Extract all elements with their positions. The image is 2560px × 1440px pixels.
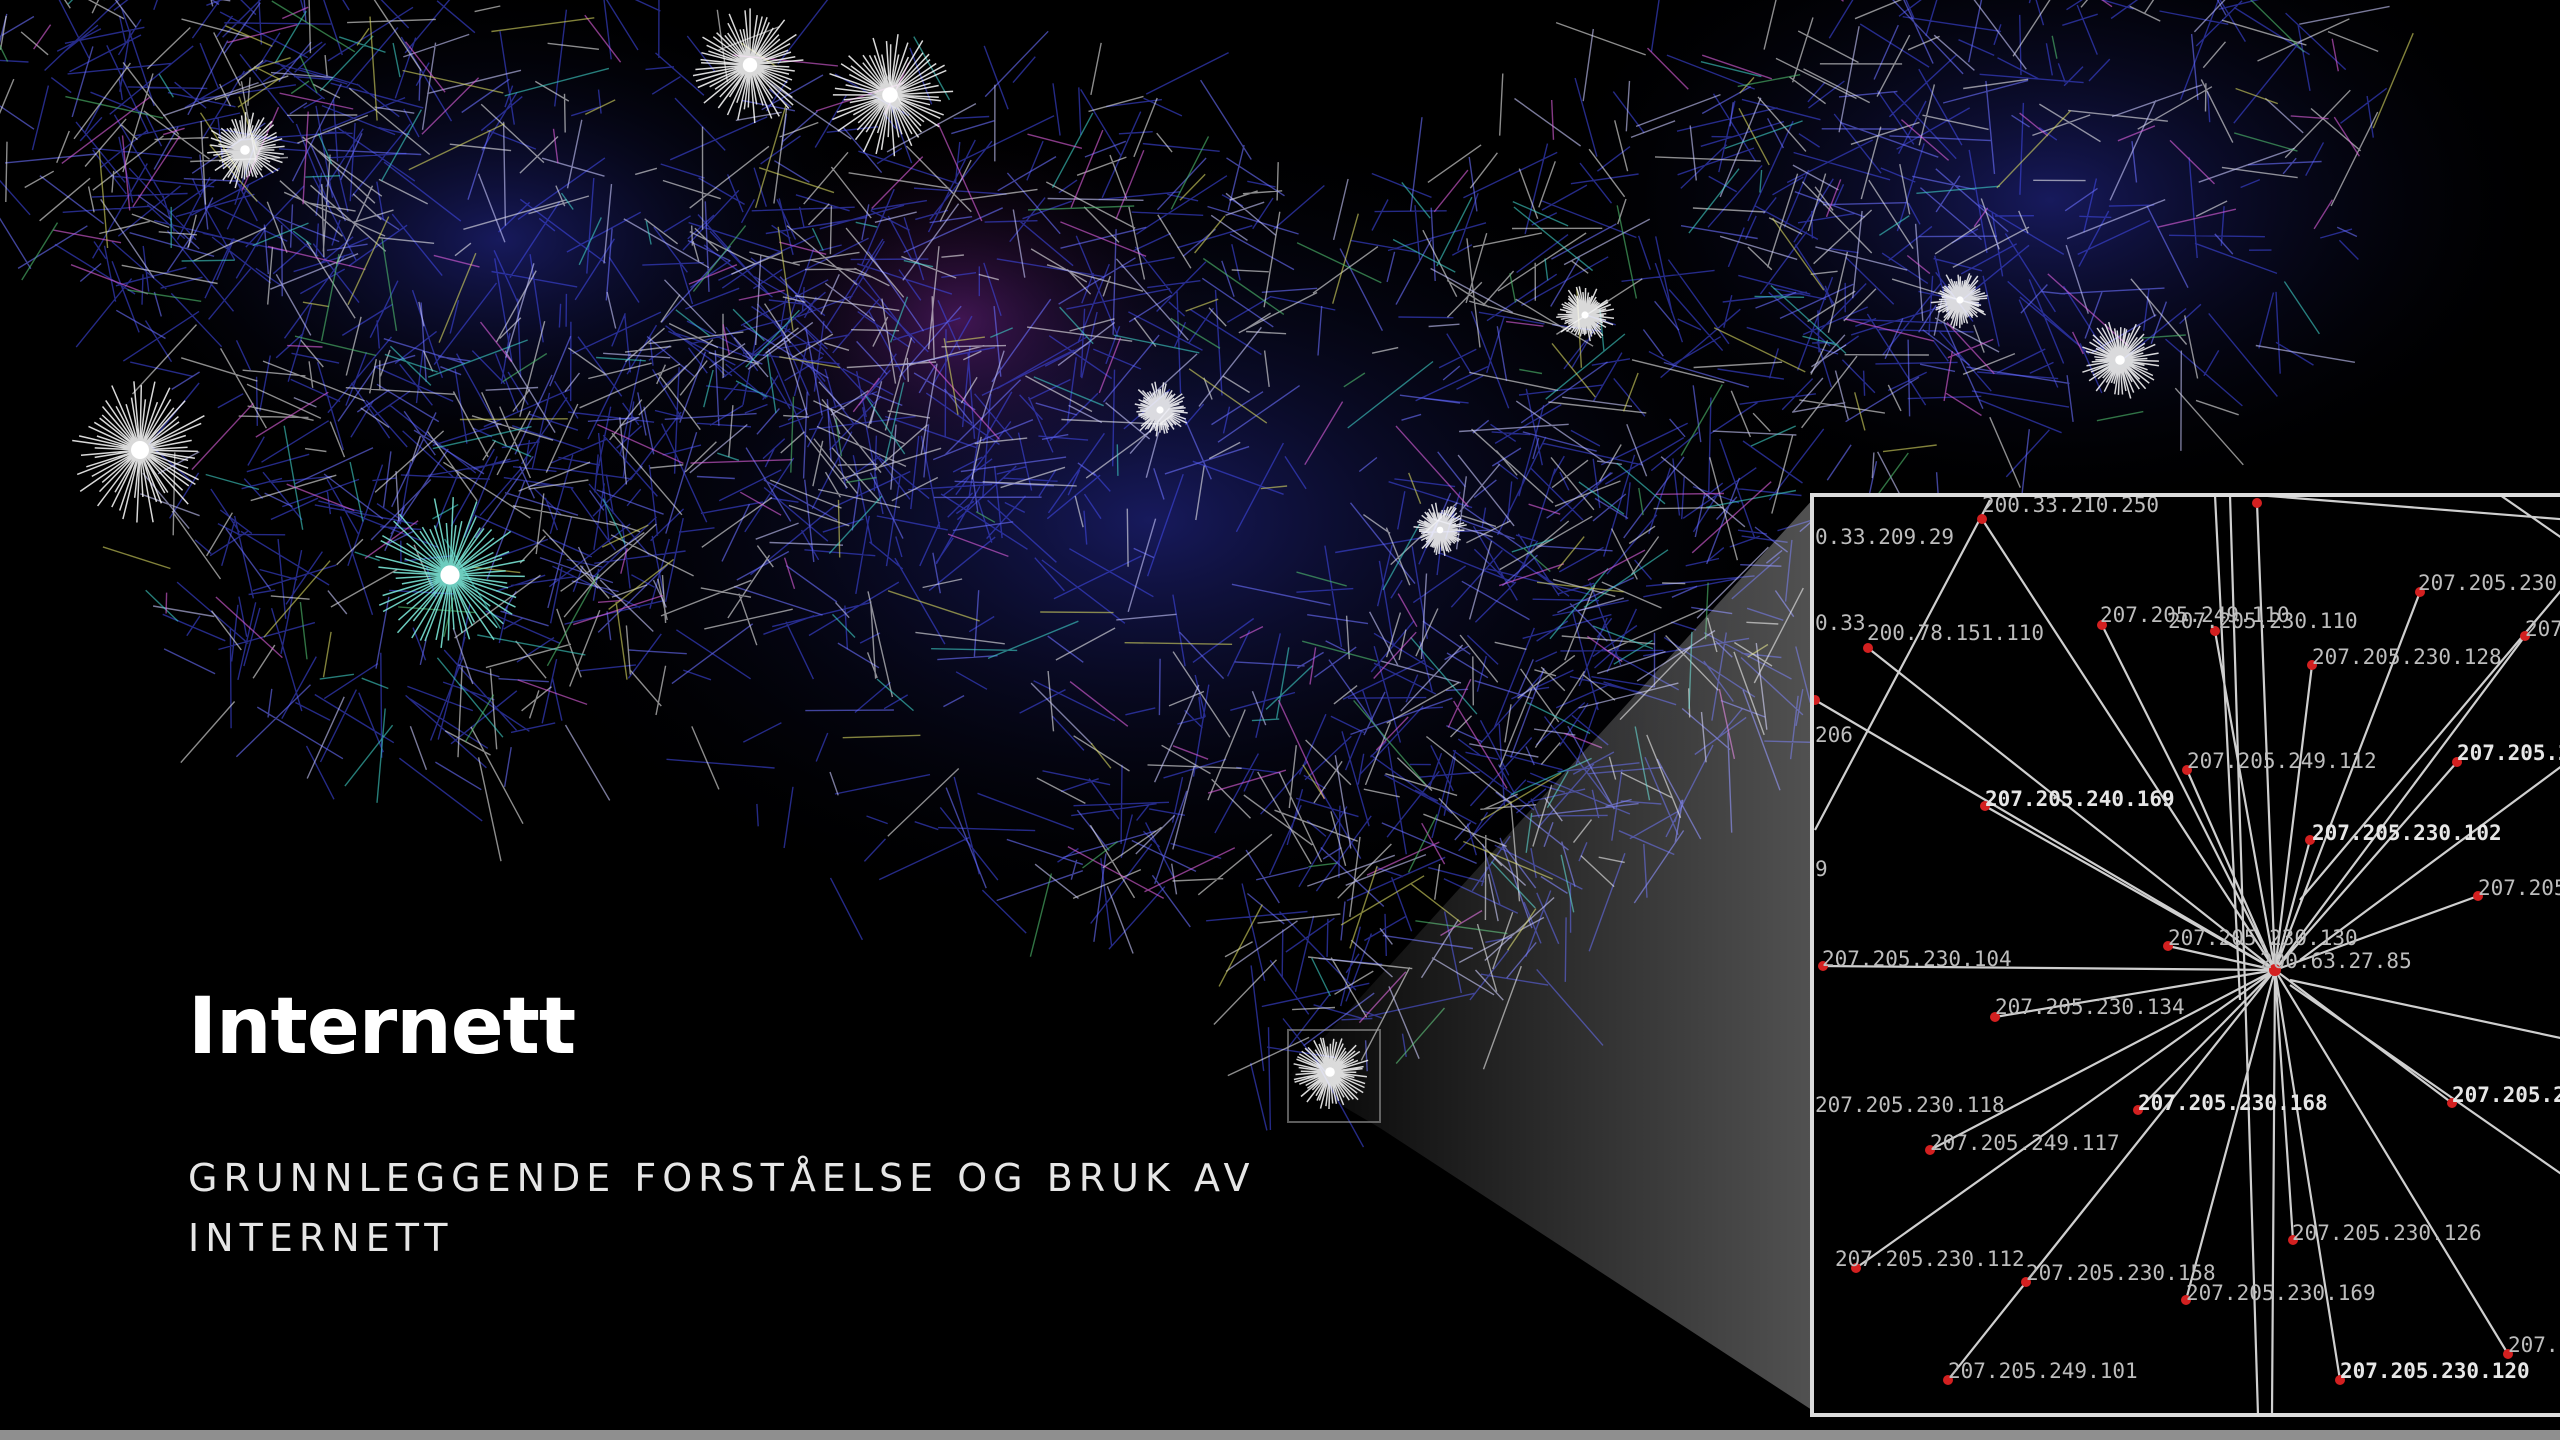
network-hub-starburst [72, 381, 205, 523]
network-hub-starburst [1930, 273, 1988, 329]
inset-node [1851, 1263, 1861, 1273]
ip-address-label: 207.2 [2508, 1333, 2560, 1357]
slide-subtitle: GRUNNLEGGENDE FORSTÅELSE OG BRUK AV INTE… [188, 1156, 1256, 1260]
network-hub-starburst [1413, 502, 1467, 556]
inset-node [2520, 631, 2530, 641]
inset-node [2447, 1098, 2457, 1108]
inset-node [1863, 643, 1873, 653]
network-line-group [100, 0, 2390, 1059]
zoom-source-box [1287, 1029, 1381, 1123]
network-hub-starburst [692, 8, 804, 124]
inset-node [2163, 941, 2173, 951]
network-line-group [98, 16, 2414, 987]
bottom-bar [0, 1430, 2560, 1440]
ip-address-label: 207.205.230.104 [1822, 947, 2012, 971]
inset-node [2097, 620, 2107, 630]
network-hubs [72, 8, 2160, 1110]
ip-address-label: 200.78.151.110 [1867, 621, 2044, 645]
network-line-group [0, 0, 2388, 1148]
ip-address-label: 207.205.249.112 [2187, 749, 2377, 773]
ip-address-label: 207.205.249.117 [1930, 1131, 2120, 1155]
zoom-cone [1290, 497, 1815, 1412]
ip-address-label: 207.205.230.110 [2168, 609, 2358, 633]
inset-node [2503, 1349, 2513, 1359]
network-hub-core [131, 441, 149, 459]
ip-address-label: 207.205.230.102 [2312, 821, 2502, 845]
inset-node [2288, 1235, 2298, 1245]
ip-address-label: 207.205 [2478, 876, 2560, 900]
inset-node [2181, 1295, 2191, 1305]
network-hub-core [440, 565, 460, 585]
network-hub-core [742, 57, 758, 73]
ip-address-label: 206 [1815, 723, 1853, 747]
ip-address-label: 207.205.230.120 [2340, 1359, 2530, 1383]
inset-node [1980, 801, 1990, 811]
network-hub-starburst [1134, 381, 1188, 437]
ip-address-label: 207.205.240.169 [1985, 787, 2175, 811]
network-hub-core [2115, 355, 2125, 365]
inset-node [2415, 587, 2425, 597]
ip-address-label: 0.33.209.29 [1815, 525, 1954, 549]
ip-address-label: 0.33 [1815, 611, 1866, 635]
ip-address-label: 207.205.230.130 [2168, 926, 2358, 950]
ip-address-label: 9 [1815, 857, 1828, 881]
ip-address-label: 207.205.230.128 [2312, 645, 2502, 669]
ip-address-label: 207.205.230.168 [2138, 1091, 2328, 1115]
inset-node [2335, 1375, 2345, 1385]
network-hub-starburst [2082, 321, 2160, 399]
inset-node [2133, 1105, 2143, 1115]
ip-address-label: 207.205.230.118 [1815, 1093, 2005, 1117]
inset-node [2021, 1277, 2031, 1287]
inset-node [2473, 891, 2483, 901]
inset-node [1818, 961, 1828, 971]
inset-edge-group [1814, 493, 2560, 1416]
ip-address-label: 207.205.230.169 [2186, 1281, 2376, 1305]
inset-node [1943, 1375, 1953, 1385]
ip-address-label: 207.205.230.126 [2292, 1221, 2482, 1245]
network-hub-core [1956, 296, 1964, 304]
network-line-group [67, 0, 2320, 997]
network-hub-starburst [1556, 286, 1615, 342]
inset-node [1977, 514, 1987, 524]
network-hub-starburst [375, 497, 525, 648]
network-hub-core [1581, 311, 1589, 319]
ip-address-label: 207 [2525, 617, 2560, 641]
inset-node [1925, 1145, 1935, 1155]
ip-address-label: 207.205.230.134 [1995, 995, 2185, 1019]
ip-address-label: 207.205.230. [2418, 571, 2560, 595]
inset-node [1990, 1012, 2000, 1022]
ip-address-label: 207.205.249.110 [2100, 603, 2290, 627]
ip-address-label: 207.205.2 [2452, 1083, 2560, 1107]
slide-title: Internett [188, 982, 576, 1072]
network-hub-core [1156, 406, 1164, 414]
ip-address-label: 207.205.2 [2457, 741, 2560, 765]
network-line-group [33, 0, 2360, 1024]
inset-node [2182, 765, 2192, 775]
ip-address-label: 207.205.230.112 [1835, 1247, 2025, 1271]
inset-node [2307, 660, 2317, 670]
inset-node [2210, 626, 2220, 636]
inset-border [1810, 493, 2560, 1417]
network-hub-starburst [829, 34, 954, 157]
network-hub-core [882, 87, 898, 103]
network-hub-starburst [207, 112, 285, 189]
inset-node [2252, 498, 2262, 508]
inset-hub-node [2269, 964, 2281, 976]
inset-node [2305, 835, 2315, 845]
network-hub-core [240, 145, 250, 155]
inset-background [1812, 495, 2560, 1415]
inset-node [2452, 757, 2462, 767]
ip-address-label: 207.205.249.101 [1948, 1359, 2138, 1383]
ip-address-label: 200.63.27.85 [2260, 949, 2412, 973]
ip-address-label: 207.205.230.158 [2026, 1261, 2216, 1285]
network-hub-core [1436, 526, 1444, 534]
